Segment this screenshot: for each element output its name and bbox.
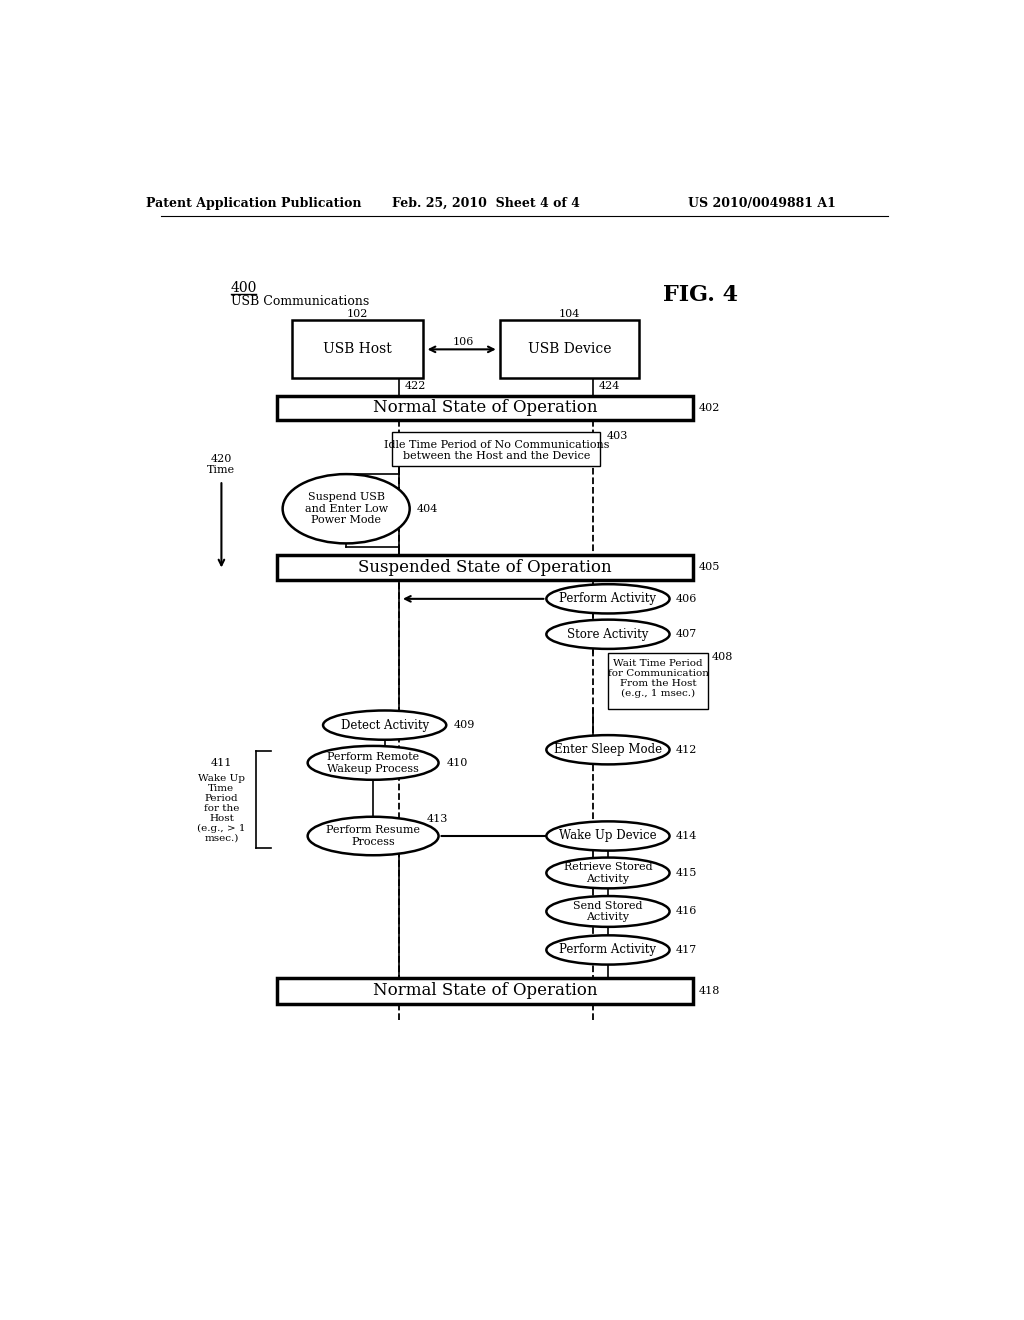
Text: Enter Sleep Mode: Enter Sleep Mode (554, 743, 663, 756)
Text: Time: Time (208, 784, 234, 793)
Text: 411: 411 (211, 758, 232, 768)
Text: 415: 415 (676, 869, 697, 878)
Text: 422: 422 (404, 381, 426, 391)
Text: Perform Remote
Wakeup Process: Perform Remote Wakeup Process (327, 752, 419, 774)
Text: Wait Time Period: Wait Time Period (613, 659, 702, 668)
Text: 414: 414 (676, 832, 697, 841)
Text: for Communication: for Communication (607, 669, 709, 678)
Ellipse shape (547, 619, 670, 649)
Text: 102: 102 (347, 309, 369, 319)
Text: 106: 106 (453, 337, 474, 347)
Text: 420: 420 (211, 454, 232, 463)
Text: 405: 405 (698, 562, 720, 573)
Ellipse shape (547, 896, 670, 927)
Text: From the Host: From the Host (620, 678, 696, 688)
Ellipse shape (547, 936, 670, 965)
Ellipse shape (307, 746, 438, 780)
Text: Period: Period (205, 793, 239, 803)
Bar (608, 653, 708, 709)
Text: Send Stored
Activity: Send Stored Activity (573, 900, 643, 923)
Ellipse shape (547, 585, 670, 614)
Text: Perform Activity: Perform Activity (559, 593, 656, 606)
Text: Patent Application Publication: Patent Application Publication (146, 197, 361, 210)
Text: Store Activity: Store Activity (567, 628, 648, 640)
Ellipse shape (323, 710, 446, 739)
Bar (292, 321, 423, 378)
Text: USB Communications: USB Communications (230, 296, 369, 308)
Text: 408: 408 (712, 652, 733, 661)
Text: Perform Activity: Perform Activity (559, 944, 656, 957)
Text: Wake Up Device: Wake Up Device (559, 829, 656, 842)
Text: 104: 104 (559, 309, 581, 319)
Text: FIG. 4: FIG. 4 (663, 285, 738, 306)
Text: Perform Resume
Process: Perform Resume Process (326, 825, 420, 847)
Text: 407: 407 (676, 630, 697, 639)
Text: Normal State of Operation: Normal State of Operation (373, 982, 597, 999)
Text: 416: 416 (676, 907, 697, 916)
Text: (e.g., > 1: (e.g., > 1 (198, 824, 246, 833)
Text: msec.): msec.) (204, 834, 239, 842)
Text: for the: for the (204, 804, 240, 813)
Ellipse shape (547, 858, 670, 888)
Text: USB Host: USB Host (324, 342, 392, 355)
Text: 410: 410 (447, 758, 468, 768)
Ellipse shape (307, 817, 438, 855)
Text: 412: 412 (676, 744, 697, 755)
Text: Feb. 25, 2010  Sheet 4 of 4: Feb. 25, 2010 Sheet 4 of 4 (392, 197, 581, 210)
Bar (276, 554, 692, 581)
Text: Retrieve Stored
Activity: Retrieve Stored Activity (563, 862, 652, 884)
Text: 417: 417 (676, 945, 697, 954)
Bar (276, 978, 692, 1003)
Text: 413: 413 (427, 814, 449, 824)
Ellipse shape (547, 735, 670, 764)
Text: Suspended State of Operation: Suspended State of Operation (358, 558, 611, 576)
Text: 402: 402 (698, 403, 720, 413)
Bar (276, 396, 692, 420)
Text: US 2010/0049881 A1: US 2010/0049881 A1 (688, 197, 836, 210)
Text: 406: 406 (676, 594, 697, 603)
Text: 404: 404 (417, 504, 438, 513)
Bar (392, 432, 600, 466)
Text: (e.g., 1 msec.): (e.g., 1 msec.) (621, 689, 695, 698)
Text: 403: 403 (606, 430, 628, 441)
Text: Time: Time (207, 465, 236, 475)
Text: Idle Time Period of No Communications: Idle Time Period of No Communications (384, 440, 609, 450)
Text: 409: 409 (454, 721, 475, 730)
Text: Wake Up: Wake Up (198, 774, 245, 783)
Text: Host: Host (209, 814, 233, 822)
Ellipse shape (547, 821, 670, 850)
Text: between the Host and the Device: between the Host and the Device (402, 451, 590, 462)
Text: 400: 400 (230, 281, 257, 294)
Ellipse shape (283, 474, 410, 544)
Text: USB Device: USB Device (527, 342, 611, 355)
Text: 424: 424 (599, 381, 621, 391)
Text: Normal State of Operation: Normal State of Operation (373, 400, 597, 416)
Text: Suspend USB
and Enter Low
Power Mode: Suspend USB and Enter Low Power Mode (304, 492, 388, 525)
Text: Detect Activity: Detect Activity (341, 718, 429, 731)
Text: 418: 418 (698, 986, 720, 995)
Bar (500, 321, 639, 378)
